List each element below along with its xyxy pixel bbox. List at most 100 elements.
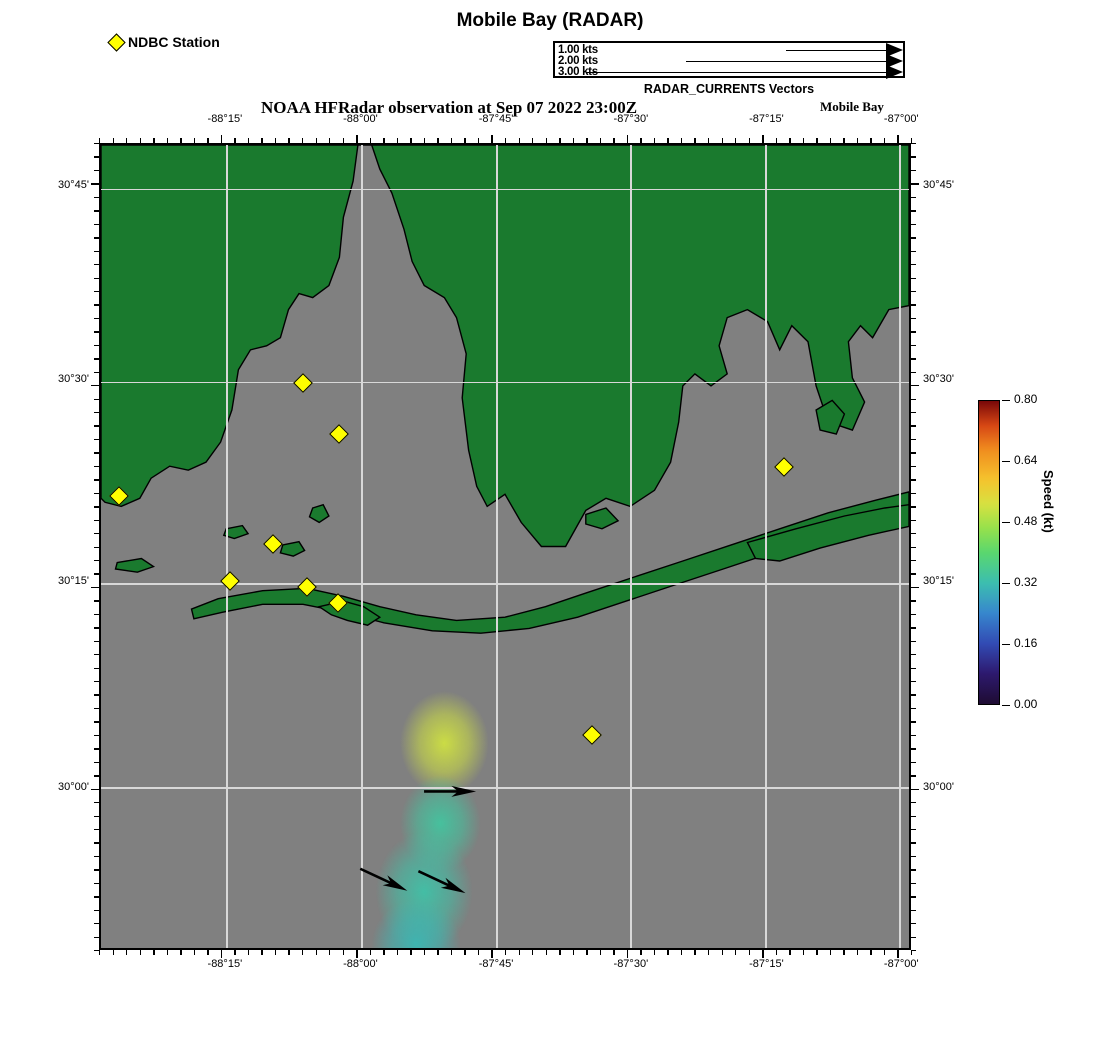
axis-tick-right <box>911 748 916 750</box>
axis-tick-top <box>491 135 493 143</box>
axis-tick-bottom <box>220 950 223 958</box>
axis-tick-bottom <box>802 950 805 955</box>
axis-tick-left <box>94 640 99 643</box>
axis-tick-top <box>166 138 169 143</box>
axis-tick-top <box>450 138 453 143</box>
y-axis-tick-label: 30°00' <box>923 780 954 793</box>
axis-tick-right <box>911 936 916 938</box>
axis-tick-bottom <box>342 950 344 955</box>
axis-tick-top <box>477 138 480 143</box>
axis-tick-bottom <box>464 950 466 955</box>
colorbar-tick-label: 0.64 <box>1014 453 1038 467</box>
arrow-glyph <box>417 869 466 894</box>
axis-tick-right <box>911 775 916 777</box>
axis-tick-right <box>911 452 916 454</box>
axis-tick-bottom <box>302 950 304 955</box>
axis-tick-right <box>911 479 916 481</box>
axis-tick-bottom <box>153 950 155 955</box>
axis-tick-right <box>911 210 916 212</box>
axis-tick-left <box>94 425 99 427</box>
axis-tick-left <box>94 169 99 172</box>
axis-tick-right <box>911 371 916 374</box>
axis-tick-top <box>680 138 683 143</box>
current-vector-arrow <box>417 869 466 894</box>
axis-tick-right <box>911 317 916 320</box>
axis-tick-right <box>911 828 916 831</box>
axis-tick-left <box>94 506 99 508</box>
axis-tick-top <box>911 138 913 143</box>
axis-tick-top <box>315 138 317 143</box>
axis-tick-left <box>94 828 99 831</box>
axis-tick-top <box>410 138 412 143</box>
axis-tick-left <box>94 371 99 374</box>
axis-tick-right <box>911 506 916 508</box>
x-axis-tick-label: -88°00' <box>343 113 378 125</box>
axis-tick-right <box>911 465 916 468</box>
x-axis-tick-label: -87°45' <box>478 113 514 125</box>
axis-tick-left <box>94 654 99 656</box>
axis-tick-right <box>911 842 916 844</box>
axis-tick-right <box>911 237 916 239</box>
x-axis-tick-label: -87°15' <box>749 113 784 125</box>
axis-tick-top <box>369 138 372 143</box>
axis-tick-right <box>911 734 916 737</box>
axis-tick-left <box>94 465 99 468</box>
ndbc-station-legend: NDBC Station <box>107 32 220 52</box>
axis-tick-right <box>911 950 916 952</box>
axis-tick-right <box>911 802 916 804</box>
gridline-latitude <box>101 787 909 789</box>
axis-tick-left <box>94 721 99 723</box>
y-axis-tick-label: 30°15' <box>923 575 954 588</box>
axis-tick-right <box>911 264 916 266</box>
axis-tick-left <box>94 761 99 764</box>
axis-tick-top <box>748 138 750 143</box>
y-axis-tick-label: 30°45' <box>923 178 954 191</box>
axis-tick-left <box>94 734 99 737</box>
axis-tick-right <box>911 882 916 885</box>
colorbar-tick-label: 0.16 <box>1014 636 1038 650</box>
colorbar-tick <box>1002 644 1010 646</box>
axis-tick-left <box>94 842 99 844</box>
colorbar-tick <box>1002 522 1010 524</box>
axis-tick-left <box>94 331 99 333</box>
axis-tick-bottom <box>843 950 845 955</box>
axis-tick-left <box>94 707 99 710</box>
axis-tick-top <box>708 138 710 143</box>
vector-legend-label: 1.00 kts <box>558 44 598 56</box>
axis-tick-top <box>599 138 602 143</box>
axis-tick-bottom <box>356 950 358 958</box>
axis-tick-left <box>94 896 99 898</box>
axis-tick-left <box>94 452 99 454</box>
axis-tick-top <box>518 138 520 143</box>
axis-tick-left <box>94 600 99 602</box>
axis-tick-left <box>94 815 99 817</box>
axis-tick-right <box>911 385 919 387</box>
axis-tick-right <box>911 788 919 790</box>
axis-tick-bottom <box>911 950 913 955</box>
axis-tick-left <box>94 533 99 535</box>
axis-tick-bottom <box>329 950 331 955</box>
axis-tick-left <box>94 802 99 804</box>
y-axis-tick-label: 30°15' <box>58 575 89 588</box>
axis-tick-right <box>911 654 916 656</box>
axis-tick-left <box>94 438 99 441</box>
axis-tick-bottom <box>856 950 859 955</box>
vector-legend-row: 1.00 kts <box>558 43 903 57</box>
region-label: Mobile Bay <box>820 99 884 114</box>
axis-tick-bottom <box>261 950 263 955</box>
axis-tick-left <box>94 681 99 683</box>
axis-tick-right <box>911 533 916 535</box>
observation-subtitle: NOAA HFRadar observation at Sep 07 2022 … <box>260 98 638 117</box>
axis-tick-left <box>94 869 99 871</box>
axis-tick-top <box>220 135 223 143</box>
axis-tick-top <box>870 138 872 143</box>
gridline-longitude <box>496 145 498 948</box>
axis-tick-bottom <box>99 950 101 955</box>
vector-scale-legend: 1.00 kts 2.00 kts 3.00 kts <box>553 41 905 79</box>
axis-tick-right <box>911 667 916 669</box>
map-plot-area[interactable] <box>99 143 911 950</box>
axis-tick-left <box>94 196 99 199</box>
axis-tick-left <box>94 479 99 481</box>
axis-tick-left <box>94 613 99 616</box>
vector-legend-row: 3.00 kts <box>558 65 903 79</box>
